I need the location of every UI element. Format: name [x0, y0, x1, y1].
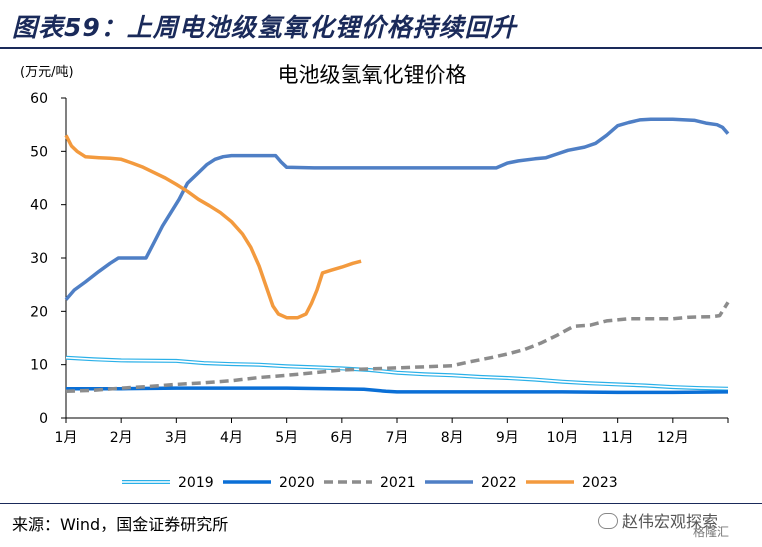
x-tick-label: 3月 — [165, 430, 188, 446]
legend-label: 2020 — [279, 475, 315, 491]
legend-label: 2019 — [178, 475, 214, 491]
x-tick-label: 10月 — [547, 430, 579, 446]
line-chart: 电池级氢氧化锂价格 (万元/吨) 0 10 20 30 40 50 60 1月 2月 3月 4月 5… — [20, 63, 730, 491]
x-tick-label: 4月 — [220, 430, 243, 446]
x-tick-label: 1月 — [55, 430, 78, 446]
y-tick-label: 40 — [30, 198, 48, 214]
legend-label: 2021 — [380, 475, 416, 491]
x-tick-label: 7月 — [386, 430, 409, 446]
watermark-text: 赵伟宏观探索 — [622, 512, 719, 531]
figure-title: 图表59：上周电池级氢氧化锂价格持续回升 — [12, 13, 517, 42]
legend-label: 2022 — [481, 475, 517, 491]
series-line-2022 — [64, 117, 730, 301]
x-tick-label: 2月 — [110, 430, 133, 446]
legend: 2019 2020 2021 2022 2023 — [122, 475, 618, 491]
series-lines — [64, 117, 730, 395]
y-axis-ticks: 0 10 20 30 40 50 60 — [30, 91, 66, 427]
watermark-sub: 格隆汇 — [693, 525, 730, 539]
title-divider — [0, 47, 762, 49]
source-note: 来源：Wind，国金证券研究所 — [12, 515, 229, 534]
x-tick-label: 12月 — [657, 430, 689, 446]
watermark: 赵伟宏观探索 — [598, 508, 718, 532]
x-axis-ticks: 1月 2月 3月 4月 5月 6月 7月 8月 9月 10月 11月 12月 — [55, 418, 729, 446]
y-tick-label: 0 — [39, 411, 48, 427]
series-line-2020 — [66, 386, 729, 395]
x-tick-label: 11月 — [602, 430, 634, 446]
series-line-2021 — [65, 301, 730, 394]
y-axis-label: (万元/吨) — [20, 65, 74, 80]
footer-divider — [0, 503, 762, 504]
x-tick-label: 6月 — [330, 430, 353, 446]
x-tick-label: 5月 — [275, 430, 298, 446]
wechat-icon — [598, 513, 618, 529]
y-tick-label: 50 — [30, 144, 48, 160]
y-tick-label: 30 — [30, 251, 48, 267]
chart-title: 电池级氢氧化锂价格 — [278, 63, 467, 87]
series-line-2023 — [64, 134, 362, 320]
series-line-inner-2019 — [65, 356, 729, 390]
y-tick-label: 10 — [30, 358, 48, 374]
x-tick-label: 8月 — [441, 430, 464, 446]
legend-label: 2023 — [582, 475, 618, 491]
x-tick-label: 9月 — [496, 430, 519, 446]
y-tick-label: 20 — [30, 304, 48, 320]
y-tick-label: 60 — [30, 91, 48, 107]
